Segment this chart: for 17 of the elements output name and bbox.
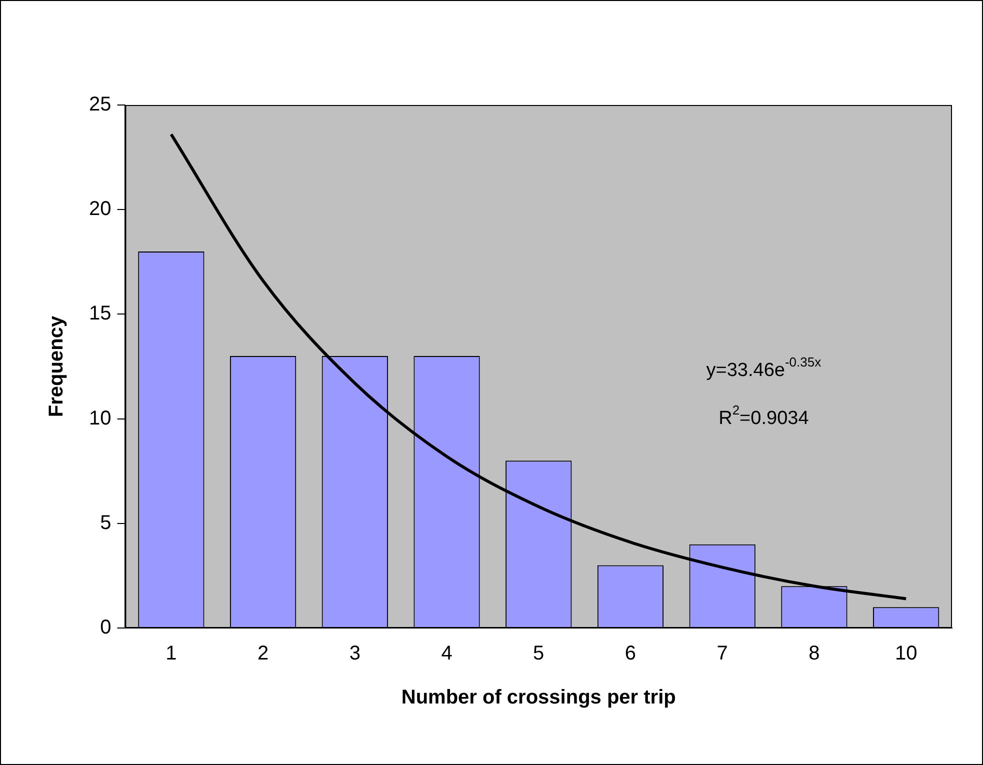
y-tick-label: 25 [88, 94, 112, 116]
x-tick-label: 8 [808, 642, 820, 665]
y-tick-label: 20 [88, 198, 112, 220]
x-axis-title: Number of crossings per trip [401, 686, 676, 709]
x-tick-label: 1 [166, 642, 177, 665]
x-tick-label: 5 [533, 642, 544, 665]
y-tick-label: 15 [88, 302, 112, 325]
y-tick-label: 5 [100, 512, 112, 534]
y-tick-label: 0 [100, 616, 112, 639]
y-tick-label: 10 [88, 407, 112, 430]
x-tick-label: 7 [716, 642, 728, 665]
y-axis-title: Frequency [46, 315, 68, 418]
x-tick-label: 3 [349, 642, 360, 665]
x-tick-label: 4 [441, 642, 452, 665]
x-tick-label: 2 [257, 642, 269, 665]
x-tick-label: 10 [894, 642, 918, 665]
x-tick-label: 6 [624, 642, 636, 665]
